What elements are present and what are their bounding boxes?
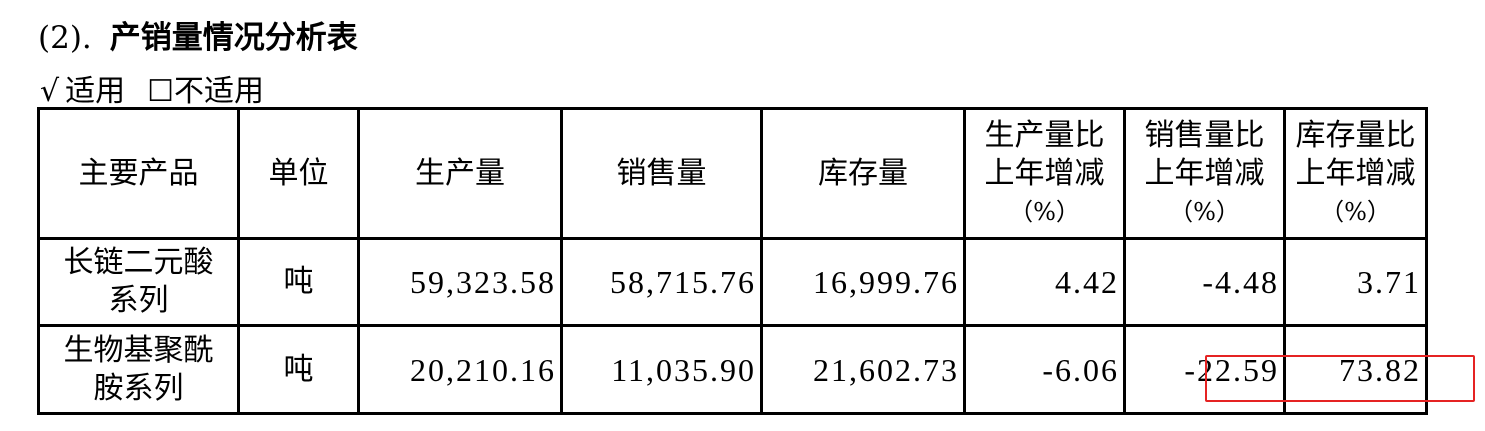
- applicable-label: 适用: [65, 74, 126, 109]
- unit-cell: 吨: [237, 237, 360, 327]
- sales-cell: 11,035.90: [560, 324, 763, 415]
- production-cell: 20,210.16: [357, 324, 563, 415]
- section-title: (2). 产销量情况分析表: [38, 20, 358, 56]
- highlight-box: [1205, 355, 1475, 402]
- check-mark-icon[interactable]: √: [40, 74, 60, 109]
- header-sales-yoy: 销售量比 上年增减 （%）: [1123, 107, 1286, 240]
- header-row: 主要产品 单位 生产量 销售量 库存量 生产量比 上年增减 （%） 销售量比 上年增减…: [37, 107, 1428, 240]
- inventory-cell: 16,999.76: [760, 237, 966, 327]
- unit-cell: 吨: [237, 324, 360, 415]
- product-cell: 生物基聚酰 胺系列: [37, 324, 240, 415]
- header-production-yoy: 生产量比 上年增减 （%）: [963, 107, 1126, 240]
- production-sales-table: 主要产品 单位 生产量 销售量 库存量 生产量比 上年增减 （%） 销售量比 上年增减…: [37, 107, 1428, 415]
- sales-cell: 58,715.76: [560, 237, 763, 327]
- header-inventory: 库存量: [760, 107, 966, 240]
- header-sales: 销售量: [560, 107, 763, 240]
- inventory-yoy-cell: 3.71: [1283, 237, 1428, 327]
- table-row: 生物基聚酰 胺系列 吨 20,210.16 11,035.90 21,602.73…: [37, 324, 1428, 415]
- empty-checkbox-icon[interactable]: ☐: [147, 74, 175, 109]
- sales-yoy-cell: -4.48: [1123, 237, 1286, 327]
- header-product: 主要产品: [37, 107, 240, 240]
- table-row: 长链二元酸 系列 吨 59,323.58 58,715.76 16,999.76 …: [37, 237, 1428, 327]
- production-cell: 59,323.58: [357, 237, 563, 327]
- inventory-yoy-cell: 73.82: [1283, 324, 1428, 415]
- production-yoy-cell: 4.42: [963, 237, 1126, 327]
- header-inventory-yoy: 库存量比 上年增减 （%）: [1283, 107, 1428, 240]
- inventory-cell: 21,602.73: [760, 324, 966, 415]
- header-production: 生产量: [357, 107, 563, 240]
- product-cell: 长链二元酸 系列: [37, 237, 240, 327]
- sales-yoy-cell: -22.59: [1123, 324, 1286, 415]
- header-unit: 单位: [237, 107, 360, 240]
- production-yoy-cell: -6.06: [963, 324, 1126, 415]
- not-applicable-label: 不适用: [174, 74, 265, 109]
- applicability-options: √ 适用 ☐不适用: [40, 66, 270, 110]
